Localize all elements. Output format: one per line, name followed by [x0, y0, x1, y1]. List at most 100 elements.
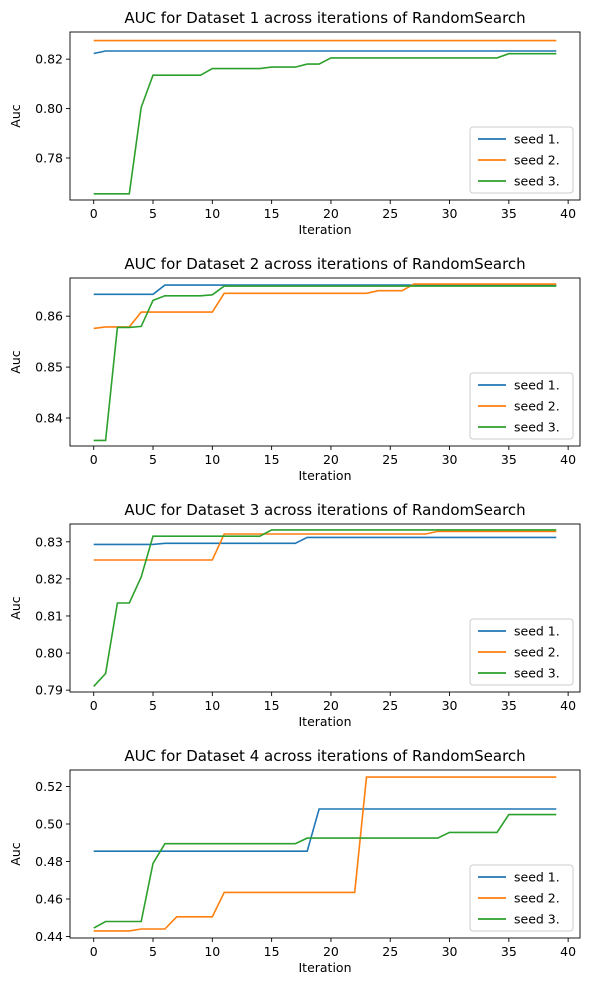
x-tick-label: 10 — [204, 452, 220, 467]
legend-label: seed 3. — [514, 420, 560, 435]
x-tick-label: 40 — [560, 452, 576, 467]
x-axis-label: Iteration — [298, 960, 351, 975]
x-tick-label: 30 — [442, 944, 458, 959]
x-tick-label: 40 — [560, 944, 576, 959]
y-tick-label: 0.80 — [35, 646, 63, 661]
legend-label: seed 2. — [514, 399, 560, 414]
x-tick-label: 30 — [442, 698, 458, 713]
x-tick-label: 20 — [323, 698, 339, 713]
chart-title: AUC for Dataset 3 across iterations of R… — [124, 501, 525, 519]
x-tick-label: 0 — [90, 944, 98, 959]
x-tick-label: 0 — [90, 452, 98, 467]
chart-title: AUC for Dataset 1 across iterations of R… — [124, 9, 525, 27]
x-axis-label: Iteration — [298, 714, 351, 729]
legend-box — [469, 372, 574, 440]
legend-box — [469, 618, 574, 686]
x-tick-label: 40 — [560, 698, 576, 713]
x-tick-label: 25 — [382, 944, 398, 959]
y-tick-label: 0.85 — [35, 360, 63, 375]
x-tick-label: 15 — [264, 206, 280, 221]
y-tick-label: 0.46 — [35, 892, 63, 907]
x-axis-label: Iteration — [298, 222, 351, 237]
x-tick-label: 5 — [149, 452, 157, 467]
y-tick-label: 0.52 — [35, 779, 63, 794]
chart-panel-3: AUC for Dataset 3 across iterations of R… — [8, 501, 581, 729]
x-tick-label: 20 — [323, 206, 339, 221]
legend-label: seed 2. — [514, 153, 560, 168]
x-tick-label: 25 — [382, 452, 398, 467]
legend: seed 1. seed 2. seed 3. — [469, 126, 574, 194]
y-tick-label: 0.78 — [35, 151, 63, 166]
x-tick-label: 5 — [149, 206, 157, 221]
y-tick-label: 0.80 — [35, 101, 63, 116]
series-line-seed-2 — [93, 283, 557, 330]
x-tick-label: 10 — [204, 944, 220, 959]
legend-box — [469, 126, 574, 194]
legend: seed 1. seed 2. seed 3. — [469, 618, 574, 686]
legend-label: seed 2. — [514, 891, 560, 906]
plot-frame — [69, 523, 581, 693]
y-tick-label: 0.44 — [35, 929, 63, 944]
x-tick-label: 5 — [149, 944, 157, 959]
x-tick-label: 20 — [323, 944, 339, 959]
x-tick-label: 40 — [560, 206, 576, 221]
y-tick-label: 0.82 — [35, 571, 63, 586]
chart-title: AUC for Dataset 2 across iterations of R… — [124, 255, 525, 273]
x-tick-label: 35 — [501, 452, 517, 467]
plot-frame — [69, 277, 581, 447]
chart-panel-4: AUC for Dataset 4 across iterations of R… — [8, 747, 581, 975]
legend: seed 1. seed 2. seed 3. — [469, 864, 574, 932]
y-axis-label: Auc — [8, 350, 23, 373]
legend-label: seed 2. — [514, 645, 560, 660]
x-tick-label: 30 — [442, 452, 458, 467]
y-axis-label: Auc — [8, 104, 23, 127]
series-line-seed-2 — [93, 776, 557, 932]
y-tick-label: 0.79 — [35, 683, 63, 698]
x-tick-label: 10 — [204, 698, 220, 713]
x-tick-label: 30 — [442, 206, 458, 221]
x-tick-label: 10 — [204, 206, 220, 221]
y-tick-label: 0.84 — [35, 411, 63, 426]
y-axis-label: Auc — [8, 596, 23, 619]
chart-panel-1: AUC for Dataset 1 across iterations of R… — [8, 9, 581, 237]
legend-label: seed 1. — [514, 870, 560, 885]
series-line-seed-3 — [93, 285, 557, 442]
legend-box — [469, 864, 574, 932]
x-tick-label: 5 — [149, 698, 157, 713]
series-line-seed-1 — [93, 50, 557, 55]
x-tick-label: 15 — [264, 452, 280, 467]
series-line-seed-1 — [93, 808, 557, 853]
y-tick-label: 0.83 — [35, 534, 63, 549]
x-tick-label: 0 — [90, 698, 98, 713]
x-axis-label: Iteration — [298, 468, 351, 483]
series-line-seed-1 — [93, 536, 557, 546]
series-line-seed-2 — [93, 530, 557, 561]
chart-panel-2: AUC for Dataset 2 across iterations of R… — [8, 255, 581, 483]
x-tick-label: 35 — [501, 698, 517, 713]
series-line-seed-1 — [93, 284, 557, 296]
x-tick-label: 0 — [90, 206, 98, 221]
y-tick-label: 0.48 — [35, 854, 63, 869]
legend-label: seed 3. — [514, 912, 560, 927]
series-line-seed-3 — [93, 529, 557, 687]
x-tick-label: 25 — [382, 698, 398, 713]
series-line-seed-3 — [93, 813, 557, 929]
x-tick-label: 35 — [501, 944, 517, 959]
legend: seed 1. seed 2. seed 3. — [469, 372, 574, 440]
y-tick-label: 0.50 — [35, 817, 63, 832]
y-tick-label: 0.82 — [35, 52, 63, 67]
y-tick-label: 0.81 — [35, 608, 63, 623]
x-tick-label: 35 — [501, 206, 517, 221]
y-axis-label: Auc — [8, 842, 23, 865]
y-tick-label: 0.86 — [35, 309, 63, 324]
legend-label: seed 1. — [514, 624, 560, 639]
legend-label: seed 1. — [514, 132, 560, 147]
legend-label: seed 1. — [514, 378, 560, 393]
legend-label: seed 3. — [514, 174, 560, 189]
series-line-seed-3 — [93, 52, 557, 195]
legend-label: seed 3. — [514, 666, 560, 681]
plot-frame — [69, 31, 581, 201]
x-tick-label: 25 — [382, 206, 398, 221]
plot-frame — [69, 769, 581, 939]
